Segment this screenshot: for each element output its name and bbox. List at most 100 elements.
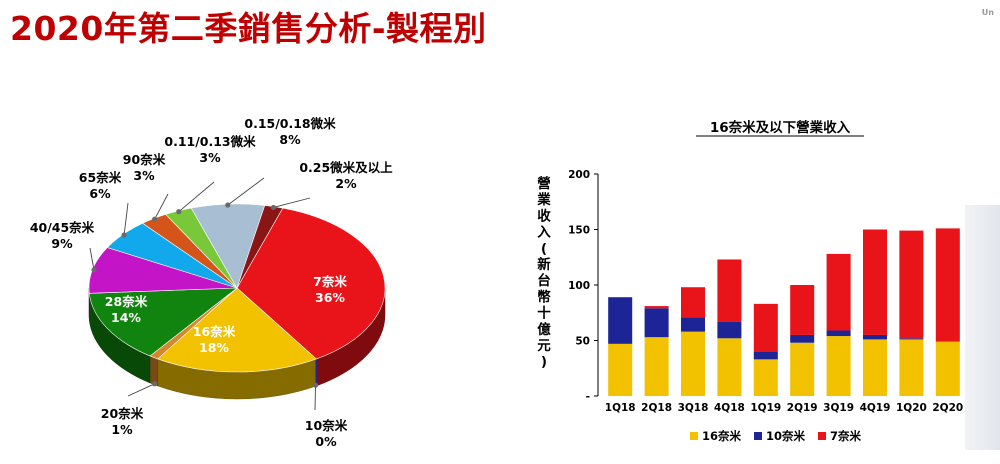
pie-label-0-11-0-13--leader [178,181,215,213]
x-tick-label: 2Q18 [641,402,672,414]
bar-4Q19-10奈米 [862,334,888,340]
bar-3Q18-7奈米 [680,287,706,318]
pie-label-10--dot [312,382,319,388]
pie-label-0-15-0-18--name: 0.15/0.18微米 [244,116,336,131]
pie-label-90--leader [154,193,169,220]
x-tick-label: 2Q20 [932,402,963,414]
bar-1Q18-10奈米 [608,297,633,344]
pie-label-16--name: 16奈米 [193,324,236,339]
y-axis-label-char: 收 [537,207,551,224]
y-axis-label-char: 元 [537,338,551,354]
pie-label-0-25--percent: 2% [335,176,357,191]
pie-label-40-45--dot [91,267,97,273]
legend-label-7奈米: 7奈米 [830,429,862,443]
y-axis-label-char: 幣 [537,288,551,305]
pie-label-10--percent: 0% [315,434,337,449]
pie-label-0-15-0-18--dot [225,202,231,208]
adjacent-panel-edge [965,205,1000,450]
pie-label-65--leader [123,202,129,236]
bar-4Q18-10奈米 [717,321,742,339]
pie-slice-28- [88,287,238,357]
legend-swatch-7奈米 [818,432,826,440]
pie-label-65--percent: 6% [89,186,111,201]
bar-3Q18-16奈米 [680,331,706,396]
pie-label-10--name: 10奈米 [305,418,348,433]
bar-1Q20-7奈米 [899,230,924,339]
y-tick-label: - [586,391,590,403]
pie-slice-16- [157,287,317,373]
pie-label-0-11-0-13--percent: 3% [199,150,221,165]
y-tick-label: 200 [568,169,590,181]
bar-1Q20-16奈米 [899,339,924,396]
legend-swatch-10奈米 [754,432,762,440]
y-tick-label: 100 [568,280,590,292]
bar-2Q19-16奈米 [790,342,815,396]
y-axis-label-char: 新 [537,256,551,273]
pie-label-7--name: 7奈米 [313,274,347,289]
y-axis-label-char: 業 [536,191,551,208]
pie-top [88,203,386,373]
y-axis-label-char: ) [541,354,547,370]
bar-chart-title: 16奈米及以下營業收入 [710,119,851,136]
pie-label-90--percent: 3% [133,168,155,183]
pie-label-0-15-0-18--leader [227,177,265,206]
bar-1Q18-16奈米 [608,343,633,396]
pie-label-0-25--leader [273,197,311,208]
x-tick-label: 3Q18 [678,402,709,414]
pie-label-40-45--leader [89,247,95,270]
y-axis-label-char: 營 [537,175,551,192]
pie-label-65--name: 65奈米 [79,170,122,185]
pie-label-90--name: 90奈米 [123,152,166,167]
pie-label-40-45--percent: 9% [51,236,73,251]
bar-3Q19-7奈米 [826,253,851,331]
bar-1Q20-10奈米 [899,338,924,340]
bar-3Q19-16奈米 [826,336,851,396]
pie-label-20--leader [127,383,155,397]
bar-3Q18-10奈米 [680,317,706,332]
y-axis-label-char: 台 [537,272,551,289]
pie-label-16--percent: 18% [199,340,229,355]
pie-label-90--dot [152,216,158,222]
bar-4Q18-7奈米 [717,259,742,322]
pie-label-20--name: 20奈米 [101,406,144,421]
bar-2Q18-16奈米 [644,337,669,396]
pie-label-40-45--name: 40/45奈米 [30,220,95,235]
bar-2Q19-7奈米 [790,285,815,335]
pie-label-0-15-0-18--percent: 8% [279,132,301,147]
pie-label-20--dot [152,381,158,387]
bar-2Q20-7奈米 [935,228,960,342]
pie-label-28--percent: 14% [111,310,141,325]
pie-label-28--name: 28奈米 [105,294,148,309]
pie-label-0-25--name: 0.25微米及以上 [299,160,393,175]
legend-label-16奈米: 16奈米 [702,429,742,443]
pie-label-20--percent: 1% [111,422,133,437]
bar-2Q19-10奈米 [790,334,815,343]
x-tick-label: 1Q20 [896,402,927,414]
x-tick-label: 1Q19 [750,402,781,414]
y-axis-label-char: ( [541,241,547,257]
corner-logo-fragment: Un [981,8,994,17]
bar-1Q19-16奈米 [753,359,778,396]
bar-3Q19-10奈米 [826,330,851,337]
y-tick-label: 150 [568,225,590,237]
bar-4Q19-7奈米 [862,229,888,335]
bar-2Q18-10奈米 [644,308,669,338]
pie-label-0-11-0-13--name: 0.11/0.13微米 [164,134,256,149]
pie-label-65--dot [121,232,127,238]
pie-labels: 7奈米36%16奈米18%28奈米14%10奈米0%20奈米1%40/45奈米9… [30,116,393,449]
pie-label-7--percent: 36% [315,290,345,305]
bar-2Q20-16奈米 [935,341,960,396]
y-tick-label: 50 [575,336,590,348]
y-axis-label-char: 億 [537,321,551,338]
pie-label-0-11-0-13--dot [176,209,182,215]
x-tick-label: 4Q19 [860,402,891,414]
bar-2Q18-7奈米 [644,306,669,309]
bar-1Q19-10奈米 [753,351,778,360]
bar-1Q19-7奈米 [753,303,778,352]
page-title: 2020年第二季銷售分析-製程別 [10,9,487,48]
y-axis-label-char: 入 [537,225,551,241]
pie-slice-7- [236,207,386,360]
x-tick-label: 1Q18 [605,402,636,414]
bar-4Q18-16奈米 [717,338,742,396]
x-tick-label: 3Q19 [823,402,854,414]
